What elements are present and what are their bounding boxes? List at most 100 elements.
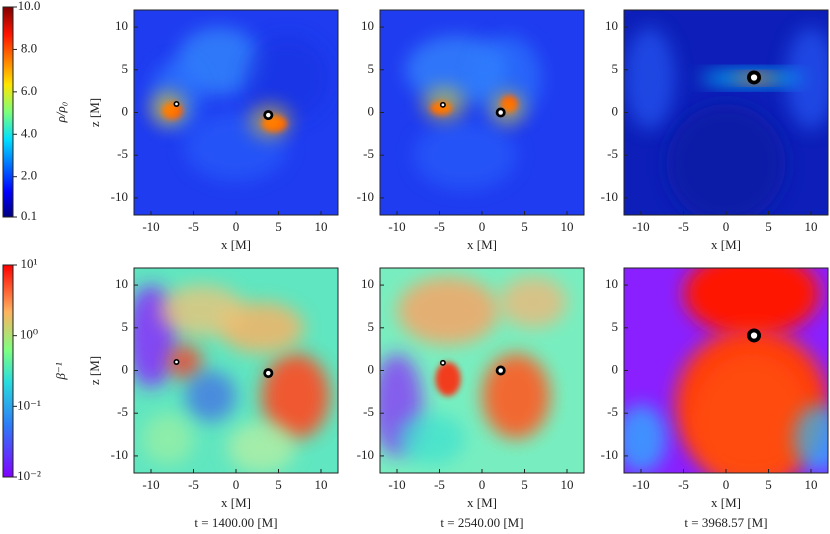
heatmap-feature bbox=[785, 27, 828, 130]
y-tick-label: 5 bbox=[122, 61, 129, 76]
heatmap bbox=[624, 268, 828, 473]
colorbar-tick-label: 10⁰ bbox=[20, 327, 38, 342]
colorbar-frame bbox=[2, 6, 14, 218]
colorbar-label: ρ/ρ₀ bbox=[53, 102, 68, 124]
y-tick-label: -5 bbox=[607, 146, 618, 161]
black-hole-core bbox=[175, 360, 178, 364]
y-tick-label: -5 bbox=[363, 404, 374, 419]
heatmap-feature bbox=[666, 103, 786, 215]
heatmap-feature bbox=[142, 413, 194, 465]
heatmap-feature bbox=[397, 276, 499, 345]
y-tick-label: 0 bbox=[122, 103, 129, 118]
y-tick-label: 5 bbox=[368, 319, 375, 334]
x-tick-label: 0 bbox=[479, 219, 486, 234]
colorbar-tick-label: 4.0 bbox=[21, 125, 37, 140]
colorbar-tick-label: 0.1 bbox=[21, 208, 37, 223]
heatmap-feature bbox=[692, 353, 811, 473]
y-tick-label: 10 bbox=[115, 18, 128, 33]
y-tick-label: 10 bbox=[115, 276, 128, 291]
x-tick-label: 10 bbox=[561, 477, 574, 492]
x-tick-label: -5 bbox=[434, 477, 445, 492]
x-tick-label: 10 bbox=[805, 477, 818, 492]
colorbar-tick-label: 10.0 bbox=[18, 0, 41, 13]
x-tick-label: 10 bbox=[315, 477, 328, 492]
x-tick-label: -10 bbox=[632, 219, 649, 234]
heatmap-feature bbox=[185, 370, 236, 422]
y-tick-label: -10 bbox=[111, 447, 128, 462]
x-tick-label: -10 bbox=[388, 477, 405, 492]
heatmap-feature bbox=[414, 121, 516, 190]
colorbar-frame bbox=[2, 264, 14, 478]
time-caption: t = 1400.00 [M] bbox=[194, 515, 277, 530]
x-tick-label: 5 bbox=[765, 219, 772, 234]
x-tick-label: -10 bbox=[142, 477, 159, 492]
y-tick-label: 0 bbox=[368, 361, 375, 376]
colorbar-tick-label: 10⁻¹ bbox=[17, 397, 41, 412]
colorbar bbox=[3, 7, 13, 217]
y-tick-label: -5 bbox=[363, 146, 374, 161]
x-tick-label: -5 bbox=[188, 477, 199, 492]
x-tick-label: 10 bbox=[315, 219, 328, 234]
x-axis-label: x [M] bbox=[711, 495, 741, 510]
x-axis-label: x [M] bbox=[221, 237, 251, 252]
x-tick-label: -5 bbox=[678, 477, 689, 492]
colorbar-tick-label: 8.0 bbox=[21, 40, 37, 55]
colorbar-tick-label: 6.0 bbox=[21, 83, 37, 98]
colorbar bbox=[3, 265, 13, 477]
heatmap bbox=[134, 10, 338, 215]
y-tick-label: -5 bbox=[117, 404, 128, 419]
heatmap bbox=[624, 10, 828, 215]
x-tick-label: 0 bbox=[723, 477, 730, 492]
x-tick-label: 5 bbox=[521, 477, 528, 492]
y-tick-label: 0 bbox=[612, 361, 619, 376]
x-tick-label: 5 bbox=[765, 477, 772, 492]
y-tick-label: 5 bbox=[612, 319, 619, 334]
black-hole-core bbox=[750, 74, 758, 81]
x-tick-label: 10 bbox=[561, 219, 574, 234]
y-tick-label: -10 bbox=[601, 189, 618, 204]
y-tick-label: 5 bbox=[122, 319, 129, 334]
black-hole-core bbox=[498, 110, 503, 115]
heatmap-feature bbox=[227, 421, 296, 473]
y-tick-label: -5 bbox=[117, 146, 128, 161]
y-tick-label: 0 bbox=[612, 103, 619, 118]
y-tick-label: -10 bbox=[357, 447, 374, 462]
x-tick-label: 0 bbox=[723, 219, 730, 234]
y-tick-label: 5 bbox=[368, 61, 375, 76]
y-tick-label: 10 bbox=[361, 18, 374, 33]
black-hole-core bbox=[498, 368, 503, 373]
black-hole-core bbox=[266, 112, 271, 118]
x-tick-label: -5 bbox=[434, 219, 445, 234]
colorbar-tick-label: 2.0 bbox=[21, 168, 37, 183]
heatmap-feature bbox=[499, 276, 567, 328]
x-axis-label: x [M] bbox=[221, 495, 251, 510]
black-hole-core bbox=[175, 102, 178, 106]
x-tick-label: 5 bbox=[275, 219, 282, 234]
heatmap-feature bbox=[248, 103, 292, 139]
heatmap bbox=[134, 268, 338, 473]
heatmap-feature bbox=[624, 27, 675, 130]
colorbar-tick-label: 10⁻² bbox=[17, 468, 41, 483]
y-axis-label: z [M] bbox=[87, 356, 102, 385]
y-tick-label: 10 bbox=[361, 276, 374, 291]
heatmap-feature bbox=[473, 35, 542, 122]
x-tick-label: -5 bbox=[678, 219, 689, 234]
heatmap-feature bbox=[683, 268, 820, 337]
y-tick-label: -10 bbox=[111, 189, 128, 204]
y-tick-label: -5 bbox=[607, 404, 618, 419]
heatmap-feature bbox=[159, 285, 245, 337]
heatmap-feature bbox=[244, 35, 330, 122]
y-tick-label: 0 bbox=[368, 103, 375, 118]
x-tick-label: -10 bbox=[632, 477, 649, 492]
heatmap-feature bbox=[151, 91, 185, 126]
heatmap-feature bbox=[490, 91, 525, 126]
y-tick-label: 10 bbox=[605, 276, 618, 291]
y-tick-label: -10 bbox=[601, 447, 618, 462]
x-axis-label: x [M] bbox=[467, 495, 497, 510]
x-axis-label: x [M] bbox=[467, 237, 497, 252]
x-tick-label: 0 bbox=[479, 477, 486, 492]
heatmap-feature bbox=[794, 404, 828, 473]
y-tick-label: 5 bbox=[612, 61, 619, 76]
x-axis-label: x [M] bbox=[711, 237, 741, 252]
